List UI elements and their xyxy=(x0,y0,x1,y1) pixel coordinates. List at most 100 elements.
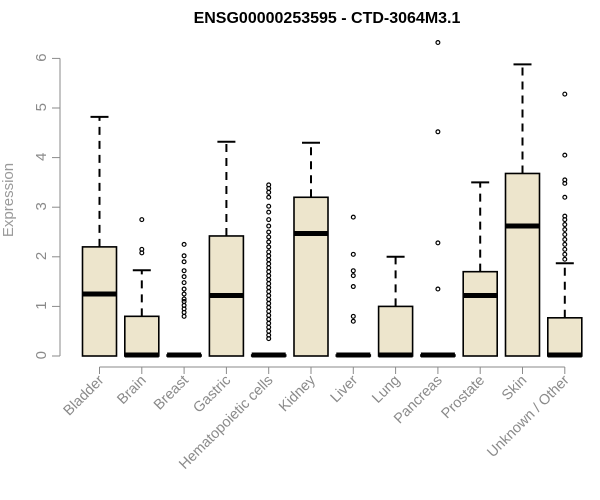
outlier-point xyxy=(139,217,145,223)
outlier-point xyxy=(435,240,441,246)
outlier-point xyxy=(181,298,187,304)
outlier-point xyxy=(266,239,272,245)
outlier-point xyxy=(266,244,272,250)
outlier-point xyxy=(266,285,272,291)
outlier-point xyxy=(266,194,272,200)
outlier-point xyxy=(562,236,568,242)
outlier-point xyxy=(562,222,568,228)
x-tick-label: Bladder xyxy=(61,372,108,419)
outlier-point xyxy=(266,229,272,235)
outlier-point xyxy=(562,177,568,183)
box-prostate xyxy=(462,181,499,357)
box-breast xyxy=(166,241,202,358)
y-tick-label: 6 xyxy=(33,53,50,61)
outlier-point xyxy=(266,328,272,334)
outlier-point xyxy=(266,289,272,295)
outlier-point xyxy=(181,286,187,292)
y-tick-label: 5 xyxy=(33,103,50,111)
outlier-point xyxy=(266,312,272,318)
outlier-point xyxy=(266,182,272,188)
chart-title: ENSG00000253595 - CTD-3064M3.1 xyxy=(194,10,461,27)
outlier-point xyxy=(181,274,187,280)
outlier-point xyxy=(266,203,272,209)
box-hematopoietic-cells xyxy=(250,182,287,358)
outlier-point xyxy=(562,91,568,97)
outlier-point xyxy=(181,280,187,286)
outlier-point xyxy=(266,281,272,287)
outlier-point xyxy=(266,217,272,223)
outlier-point xyxy=(350,268,356,274)
outlier-point xyxy=(266,265,272,271)
outlier-point xyxy=(266,277,272,283)
outlier-point xyxy=(181,241,187,247)
box-body xyxy=(81,246,118,357)
outlier-point xyxy=(435,286,441,292)
outlier-point xyxy=(562,213,568,219)
outlier-point xyxy=(350,251,356,257)
outlier-point xyxy=(266,320,272,326)
outlier-point xyxy=(266,332,272,338)
outlier-point xyxy=(181,268,187,274)
outlier-point xyxy=(181,291,187,297)
outlier-point xyxy=(266,324,272,330)
box-brain xyxy=(124,217,160,358)
outlier-point xyxy=(181,313,187,319)
outlier-point xyxy=(350,273,356,279)
x-tick-label: Lung xyxy=(369,373,403,407)
box-body xyxy=(504,172,541,357)
y-tick-label: 2 xyxy=(33,252,50,260)
box-series xyxy=(81,40,583,358)
outlier-point xyxy=(266,189,272,195)
x-tick-label: Kidney xyxy=(276,372,319,415)
outlier-point xyxy=(266,257,272,263)
y-axis: 0 1 2 3 4 5 6 xyxy=(33,53,61,359)
y-tick-label: 1 xyxy=(33,301,50,309)
outlier-point xyxy=(266,249,272,255)
outlier-point xyxy=(435,40,441,46)
outlier-point xyxy=(266,308,272,314)
box-gastric xyxy=(208,140,245,357)
outlier-point xyxy=(350,318,356,324)
outlier-point xyxy=(562,246,568,252)
box-bladder xyxy=(81,115,118,357)
outlier-point xyxy=(562,152,568,158)
x-tick-label: Prostate xyxy=(439,373,488,422)
box-pancreas xyxy=(420,40,456,358)
y-tick-label: 4 xyxy=(33,153,50,161)
outlier-point xyxy=(266,269,272,275)
x-tick-label: Unknown / Other xyxy=(484,372,572,460)
outlier-point xyxy=(181,296,187,302)
box-body xyxy=(293,196,329,357)
x-tick-label: Breast xyxy=(151,373,192,414)
outlier-point xyxy=(266,261,272,267)
outlier-point xyxy=(562,251,568,257)
outlier-point xyxy=(181,253,187,259)
outlier-point xyxy=(562,241,568,247)
outlier-point xyxy=(562,231,568,237)
outlier-point xyxy=(181,259,187,265)
outlier-point xyxy=(266,300,272,306)
outlier-point xyxy=(350,313,356,319)
y-axis-label: Expression xyxy=(0,163,17,237)
outlier-point xyxy=(266,316,272,322)
outlier-point xyxy=(266,209,272,215)
box-kidney xyxy=(293,141,329,357)
box-liver xyxy=(335,214,372,358)
outlier-point xyxy=(350,214,356,220)
outlier-point xyxy=(435,129,441,135)
outlier-point xyxy=(181,302,187,308)
outlier-point xyxy=(266,296,272,302)
outlier-point xyxy=(139,246,145,252)
box-body xyxy=(462,270,499,357)
box-lung xyxy=(377,255,414,358)
outlier-point xyxy=(350,284,356,290)
outlier-point xyxy=(266,273,272,279)
outlier-point xyxy=(266,234,272,240)
box-skin xyxy=(504,63,541,357)
outlier-point xyxy=(562,194,568,200)
outlier-point xyxy=(266,292,272,298)
outlier-point xyxy=(562,256,568,262)
